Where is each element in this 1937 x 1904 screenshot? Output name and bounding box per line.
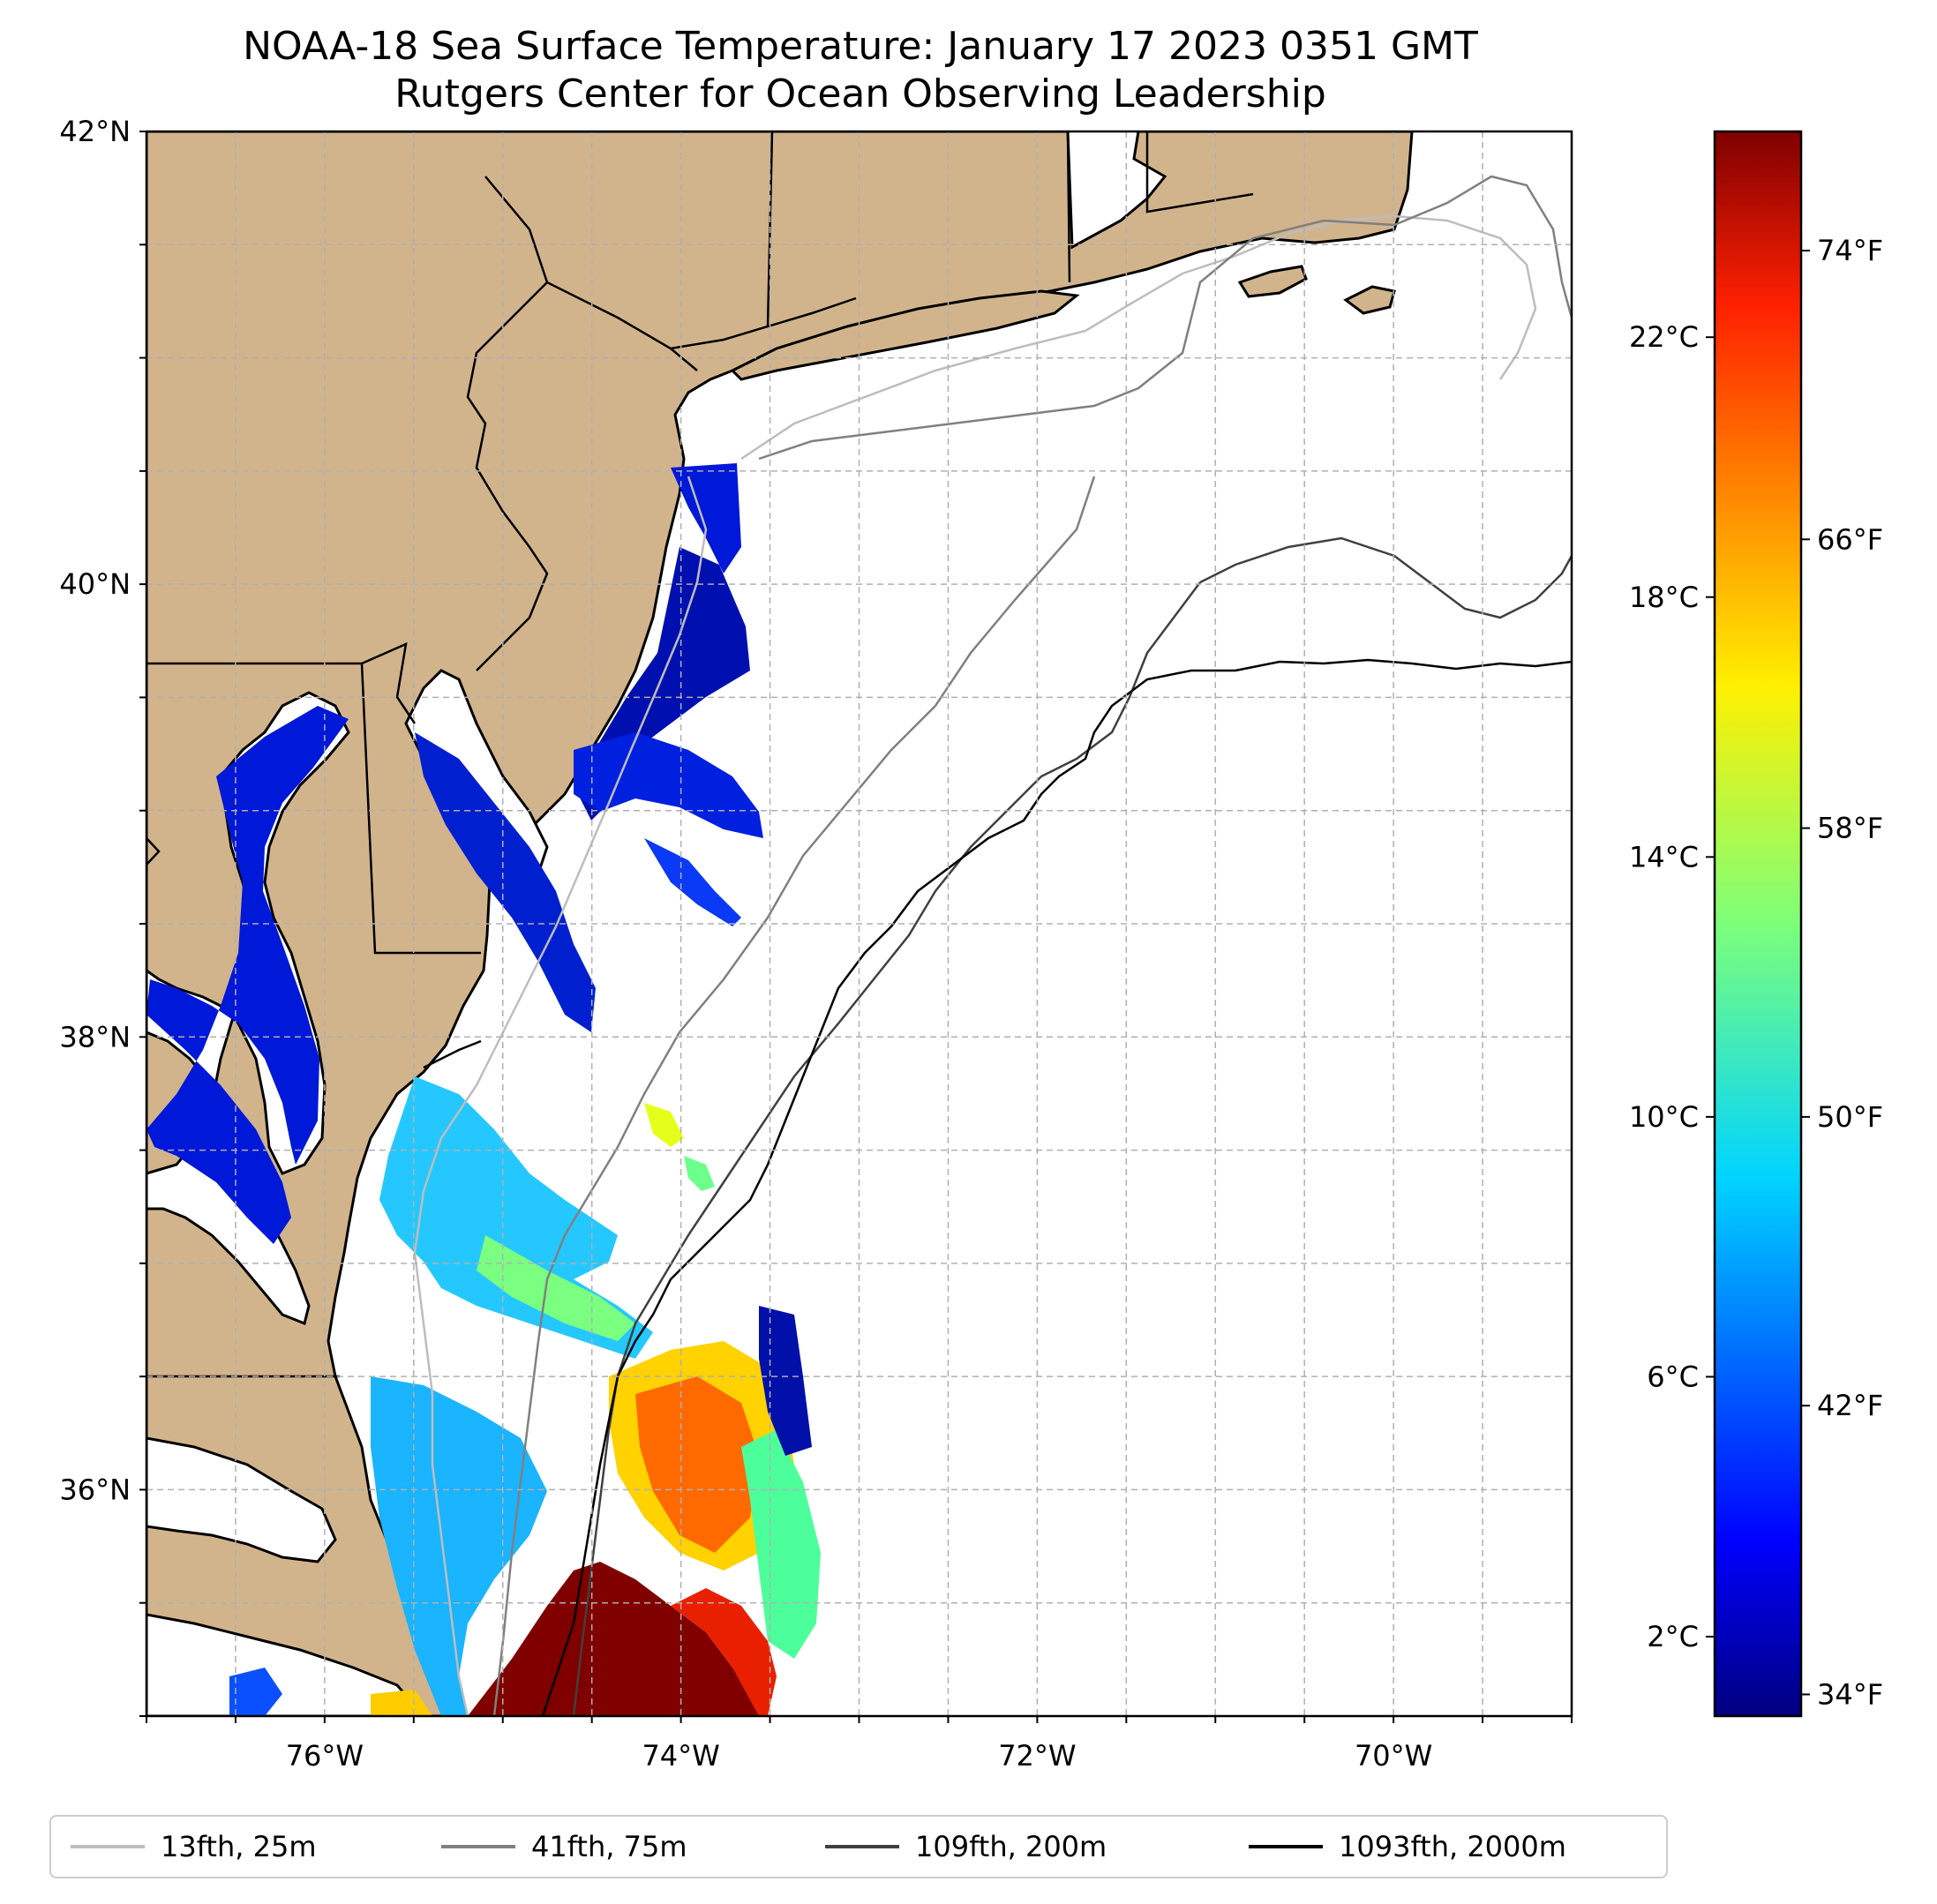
contour-75m — [758, 175, 1572, 461]
celsius-tick-label: 6°C — [1647, 1360, 1699, 1393]
sst-patch-va-shelf-cyan — [379, 1076, 653, 1359]
colorbar: 2°C 6°C 10°C 14°C 18°C 22°C 34°F 42°F 50°F 58°F 6… — [1629, 130, 1883, 1718]
sst-patch-delaware — [415, 732, 596, 1032]
colorbar-fahrenheit-ticks: 34°F 42°F 50°F 58°F 66°F 74°F — [1801, 234, 1883, 1711]
contour-75m-shelf — [492, 476, 1096, 1716]
fahrenheit-tick-label: 66°F — [1817, 522, 1883, 556]
lat-tick-label: 40°N — [59, 567, 131, 601]
fahrenheit-tick-label: 50°F — [1817, 1100, 1883, 1134]
longitude-ticks: 76°W 74°W 72°W 70°W — [146, 1716, 1573, 1773]
marthas-vineyard — [1237, 265, 1308, 298]
sst-patch-gulfstream-orange — [635, 1376, 759, 1553]
colorbar-gradient — [1713, 130, 1803, 1718]
sst-patch-nc-south — [229, 1668, 282, 1716]
sst-patch-chesapeake — [146, 706, 349, 1244]
pamlico-sound — [146, 1613, 425, 1716]
fahrenheit-tick-label: 42°F — [1817, 1389, 1883, 1422]
title-line-2: Rutgers Center for Ocean Observing Leade… — [394, 71, 1326, 116]
legend-label: 13fth, 25m — [161, 1830, 316, 1863]
map-title: NOAA-18 Sea Surface Temperature: January… — [0, 23, 1721, 118]
lat-tick-label: 38°N — [59, 1020, 131, 1053]
legend-label: 1093fth, 2000m — [1339, 1830, 1566, 1863]
gridlines — [146, 131, 1572, 1716]
sst-patch-offshore-green — [741, 1429, 821, 1659]
sst-patch-small-yellow — [644, 1103, 684, 1147]
fahrenheit-tick-label: 58°F — [1817, 812, 1883, 845]
celsius-tick-label: 10°C — [1629, 1100, 1699, 1134]
sst-patch-va-shelf-green — [477, 1235, 635, 1341]
lat-tick-label: 42°N — [59, 115, 131, 148]
contour-2000m — [541, 658, 1572, 1716]
celsius-tick-label: 14°C — [1629, 840, 1699, 873]
map-panel — [146, 131, 1572, 1716]
title-line-1: NOAA-18 Sea Surface Temperature: January… — [243, 24, 1478, 69]
latitude-ticks: 42°N 40°N 38°N 36°N — [59, 115, 146, 1717]
sst-data-layer — [146, 463, 821, 1716]
lon-tick-label: 76°W — [286, 1739, 364, 1773]
fahrenheit-tick-label: 34°F — [1817, 1677, 1883, 1711]
lat-tick-label: 36°N — [59, 1473, 131, 1506]
fahrenheit-tick-label: 74°F — [1817, 234, 1883, 267]
lon-tick-label: 70°W — [1355, 1739, 1432, 1773]
contour-25m — [413, 476, 708, 1716]
lon-tick-label: 74°W — [642, 1739, 719, 1773]
legend-label: 41fth, 75m — [531, 1830, 687, 1863]
albemarle-sound — [146, 1436, 337, 1563]
contour-200m — [572, 536, 1572, 1716]
sst-patch-gulfstream-core — [468, 1562, 759, 1716]
sst-patch-nc-shelf-cyan — [371, 1376, 547, 1716]
sst-patch-offshore-strip — [644, 838, 741, 926]
sst-patch-offshore-darkblue — [759, 1306, 812, 1456]
sst-patch-gulfstream-edge — [671, 1588, 777, 1716]
legend-label: 109fth, 200m — [915, 1830, 1107, 1863]
lon-tick-label: 72°W — [998, 1739, 1076, 1773]
sst-patch-small-green — [684, 1156, 715, 1191]
sst-patch-nj-shelf — [574, 732, 763, 838]
celsius-tick-label: 18°C — [1629, 581, 1699, 614]
celsius-tick-label: 22°C — [1629, 320, 1699, 354]
sst-patch-ny-bight — [671, 463, 741, 573]
sst-patch-nc-south-yellow — [371, 1690, 432, 1716]
colorbar-celsius-ticks: 2°C 6°C 10°C 14°C 18°C 22°C — [1629, 320, 1715, 1653]
nantucket — [1343, 285, 1396, 315]
contour-legend: 13fth, 25m 41fth, 75m 109fth, 200m 1093fth,… — [49, 1815, 1668, 1878]
celsius-tick-label: 2°C — [1647, 1620, 1699, 1653]
